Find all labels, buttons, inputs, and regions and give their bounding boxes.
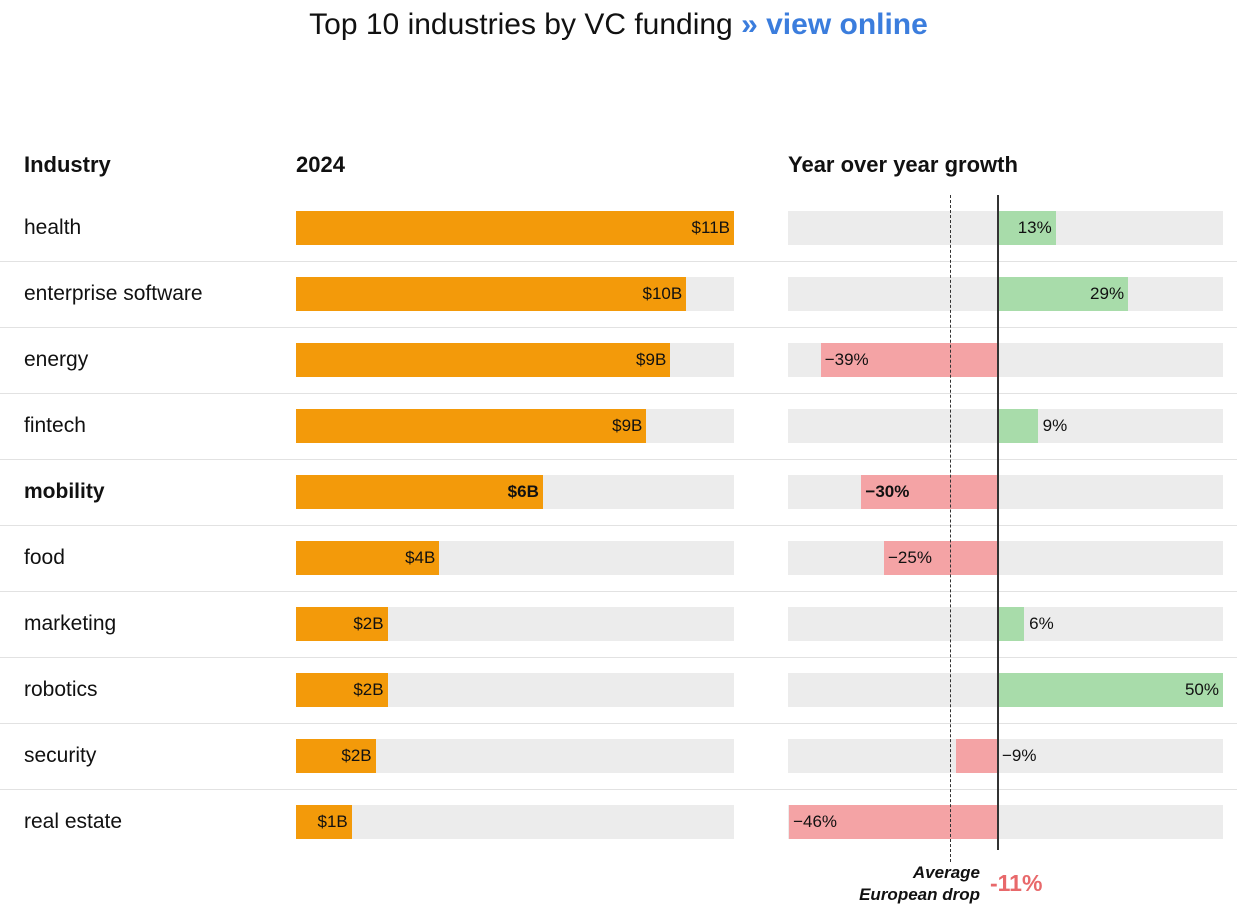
row-label: security (24, 744, 97, 767)
growth-track (788, 541, 1223, 575)
header-growth: Year over year growth (788, 152, 1018, 177)
growth-label: −30% (865, 482, 910, 501)
funding-bar (296, 211, 734, 245)
row-label: fintech (24, 414, 86, 437)
row-label: mobility (24, 480, 105, 503)
growth-bar-negative (956, 739, 997, 773)
row-separator (0, 261, 1237, 262)
growth-bar-negative (820, 343, 997, 377)
header-funding: 2024 (296, 152, 345, 177)
funding-bar (296, 607, 388, 641)
growth-bar-positive (997, 607, 1025, 641)
funding-label: $2B (341, 746, 372, 765)
growth-label: −25% (888, 548, 932, 567)
growth-label: 6% (1029, 614, 1054, 633)
funding-label: $9B (612, 416, 643, 435)
row-separator (0, 393, 1237, 394)
growth-bar-positive (997, 409, 1038, 443)
funding-bar (296, 541, 440, 575)
growth-bar-positive (997, 673, 1223, 707)
average-note: Average European drop (859, 863, 980, 904)
funding-label: $10B (642, 284, 683, 303)
average-line (950, 195, 951, 862)
row-separator (0, 525, 1237, 526)
view-online-link[interactable]: » view online (741, 8, 928, 41)
funding-label: $1B (317, 812, 348, 831)
growth-label: 13% (1017, 218, 1052, 237)
funding-label: $6B (507, 482, 539, 501)
growth-track (788, 475, 1223, 509)
funding-bar (296, 409, 647, 443)
funding-label: $11B (691, 218, 730, 237)
row-separator (0, 789, 1237, 790)
row-label: real estate (24, 810, 123, 833)
growth-label: 29% (1090, 284, 1125, 303)
funding-label: $2B (353, 680, 384, 699)
row-label: energy (24, 348, 89, 371)
funding-bar (296, 739, 376, 773)
row-separator (0, 327, 1237, 328)
growth-label: −46% (793, 812, 838, 831)
growth-bar-positive (997, 211, 1056, 245)
row-separator (0, 459, 1237, 460)
header-industry: Industry (24, 152, 111, 177)
row-separator (0, 723, 1237, 724)
growth-bar-negative (861, 475, 997, 509)
growth-bar-negative (884, 541, 997, 575)
row-separator (0, 591, 1237, 592)
growth-label: −39% (824, 350, 869, 369)
growth-track (788, 739, 1223, 773)
funding-track (296, 805, 734, 839)
funding-bar (296, 475, 543, 509)
growth-label: 9% (1042, 416, 1068, 435)
chart-title: Top 10 industries by VC funding » view o… (309, 8, 928, 41)
funding-bar (296, 805, 352, 839)
average-value: -11% (990, 870, 1043, 896)
growth-label: −9% (1002, 746, 1037, 765)
row-label: health (24, 216, 82, 239)
growth-label: 50% (1184, 680, 1219, 699)
row-label: enterprise software (24, 282, 203, 305)
row-separator (0, 657, 1237, 658)
growth-bar-positive (997, 277, 1129, 311)
row-label: marketing (24, 612, 117, 635)
row-label: robotics (24, 678, 98, 701)
funding-label: $9B (636, 350, 667, 369)
row-label: food (24, 546, 65, 569)
zero-axis (997, 195, 999, 850)
funding-label: $2B (353, 614, 384, 633)
funding-bar (296, 673, 388, 707)
growth-bar-negative (789, 805, 997, 839)
funding-bar (296, 343, 671, 377)
funding-bar (296, 277, 687, 311)
funding-label: $4B (405, 548, 436, 567)
